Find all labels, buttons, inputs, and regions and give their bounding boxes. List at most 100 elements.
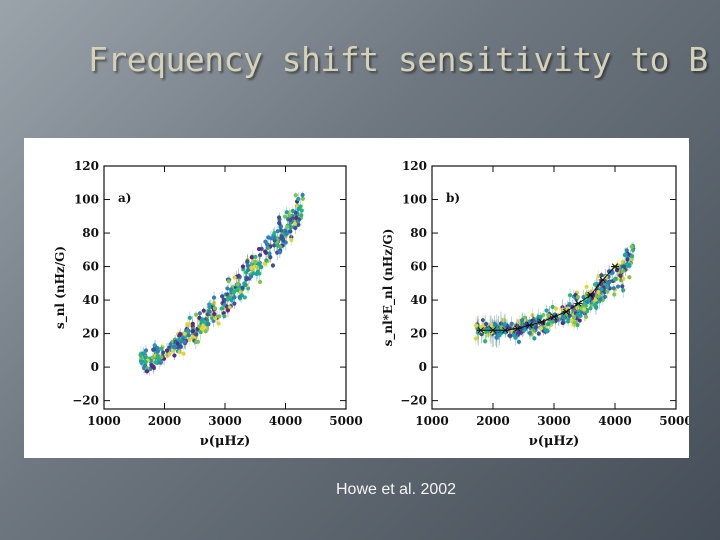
data-point (144, 369, 150, 374)
data-point (584, 284, 589, 289)
data-point (185, 322, 190, 327)
data-point (279, 234, 284, 239)
data-point (229, 298, 234, 303)
data-point (605, 289, 610, 294)
data-point (178, 344, 183, 349)
y-tick-label: −20 (72, 394, 99, 408)
data-point (575, 294, 581, 300)
data-point (572, 320, 578, 325)
panel-label: b) (446, 191, 460, 205)
panel-label: a) (118, 191, 131, 205)
slide-caption: Howe et al. 2002 (336, 481, 457, 498)
panel-b: 1000 2000 3000 4000 5000 120 100 80 60 40 20 0 −20 b)… (381, 159, 689, 449)
data-point (473, 336, 478, 341)
asterisk-stroke (611, 263, 619, 270)
data-point (543, 327, 548, 333)
data-point (159, 346, 164, 351)
data-point (268, 236, 274, 241)
data-point (254, 271, 259, 276)
x-tick-label: 3000 (537, 414, 570, 428)
data-point (486, 327, 491, 332)
data-point (623, 252, 628, 257)
y-tick-label: 40 (410, 293, 427, 307)
data-point (210, 316, 215, 321)
data-point (265, 245, 270, 251)
binned-asterisk (537, 318, 546, 326)
data-point (171, 344, 177, 350)
data-point (524, 321, 529, 326)
data-point (579, 310, 584, 315)
data-point (195, 339, 201, 344)
data-point (206, 322, 211, 327)
data-point (262, 261, 267, 266)
y-axis-label: s_nl*E_nl (nHz/G) (381, 229, 396, 347)
data-point (156, 356, 161, 361)
data-point (167, 352, 172, 357)
x-tick-label: 2000 (476, 414, 509, 428)
data-point (293, 193, 298, 198)
data-point (492, 322, 498, 327)
data-point (259, 264, 264, 270)
data-point (225, 308, 231, 313)
data-point (141, 351, 146, 356)
slide-title: Frequency shift sensitivity to B (88, 40, 708, 79)
data-point (615, 284, 621, 289)
data-point (177, 337, 182, 342)
binned-asterisk (586, 291, 595, 299)
data-point (519, 318, 525, 323)
data-point (621, 264, 627, 269)
y-tick-label: 100 (402, 193, 427, 207)
data-point (513, 335, 518, 340)
asterisk-stroke (575, 300, 582, 307)
y-tick-label: 80 (82, 226, 99, 240)
data-point (248, 274, 254, 279)
data-point (538, 326, 544, 331)
binned-asterisk (525, 322, 534, 329)
data-point (240, 264, 246, 269)
data-point (485, 332, 491, 337)
data-point (198, 329, 203, 335)
data-point (187, 337, 192, 342)
data-point (610, 270, 615, 275)
x-axis-label: ν(μHz) (200, 434, 251, 449)
data-point (620, 259, 625, 264)
data-point (216, 321, 221, 326)
data-point (264, 242, 270, 247)
binned-asterisk (598, 276, 607, 284)
data-point (522, 315, 527, 320)
data-point (246, 267, 251, 273)
data-point (577, 318, 582, 323)
data-point (497, 332, 502, 338)
data-point (533, 325, 539, 330)
y-axis-label: s_nl (nHz/G) (53, 246, 68, 329)
data-point (244, 277, 249, 282)
data-point (296, 196, 301, 202)
data-point (231, 290, 236, 295)
data-point (621, 268, 626, 274)
data-point (284, 210, 289, 215)
data-point (181, 351, 186, 356)
asterisk-stroke (550, 313, 558, 320)
data-point (155, 349, 161, 354)
data-point (483, 321, 489, 327)
asterisk-stroke (502, 327, 509, 334)
data-point (569, 318, 574, 323)
data-point (242, 295, 247, 300)
binned-asterisk (501, 327, 510, 334)
data-point (207, 309, 212, 314)
data-point (560, 320, 565, 326)
data-point (193, 312, 199, 317)
data-point (575, 312, 580, 317)
data-point (219, 306, 224, 311)
data-point (143, 348, 149, 353)
data-point (627, 275, 632, 280)
y-tick-label: 80 (410, 226, 427, 240)
y-tick-label: −20 (400, 394, 427, 408)
y-tick-label: 20 (82, 327, 99, 341)
data-point (272, 243, 277, 248)
data-point (161, 350, 166, 355)
y-tick-label: 120 (402, 159, 427, 173)
x-tick-label: 3000 (208, 414, 241, 428)
data-point (629, 244, 634, 249)
data-point (285, 224, 290, 229)
